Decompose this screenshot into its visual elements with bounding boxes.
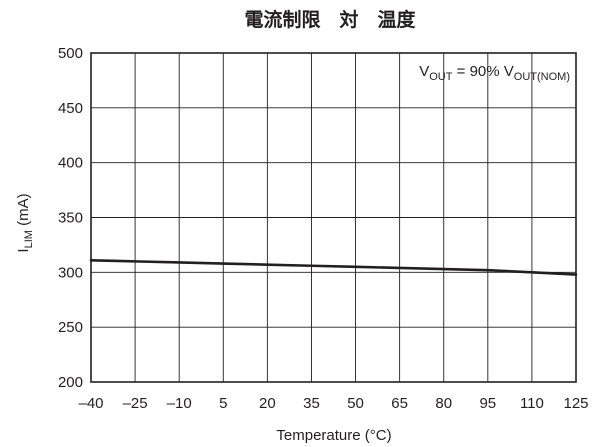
x-tick-label: –25 — [123, 395, 148, 412]
plot-frame — [90, 52, 577, 383]
y-tick-labels: 200 250 300 350 400 450 500 — [58, 45, 83, 391]
x-tick-label: 125 — [563, 395, 588, 412]
chart-title: 電流制限 対 温度 — [244, 8, 416, 31]
x-tick-labels: –40 –25 –10 5 20 35 50 65 80 95 110 125 — [78, 395, 588, 412]
x-tick-label: 20 — [259, 395, 276, 412]
x-tick-label: 65 — [391, 395, 408, 412]
x-tick-label: 5 — [219, 395, 227, 412]
x-tick-label: –10 — [167, 395, 192, 412]
grid — [91, 53, 576, 382]
y-tick-label: 350 — [58, 210, 83, 227]
y-tick-label: 400 — [58, 155, 83, 172]
x-axis-title: Temperature (°C) — [276, 427, 391, 444]
y-axis-title: ILIM (mA) — [15, 193, 35, 252]
series-line — [89, 258, 578, 276]
y-tick-label: 300 — [58, 264, 83, 281]
y-tick-label: 200 — [58, 374, 83, 391]
y-tick-label: 500 — [58, 45, 83, 62]
x-tick-label: 35 — [303, 395, 320, 412]
y-tick-label: 250 — [58, 319, 83, 336]
x-tick-label: 110 — [520, 395, 544, 412]
x-tick-label: –40 — [78, 395, 103, 412]
y-tick-label: 450 — [58, 100, 83, 117]
x-tick-label: 80 — [435, 395, 452, 412]
series-layer — [89, 258, 578, 276]
x-tick-label: 50 — [347, 395, 364, 412]
x-tick-label: 95 — [479, 395, 496, 412]
condition-annotation: VOUT = 90% VOUT(NOM) — [419, 63, 570, 83]
